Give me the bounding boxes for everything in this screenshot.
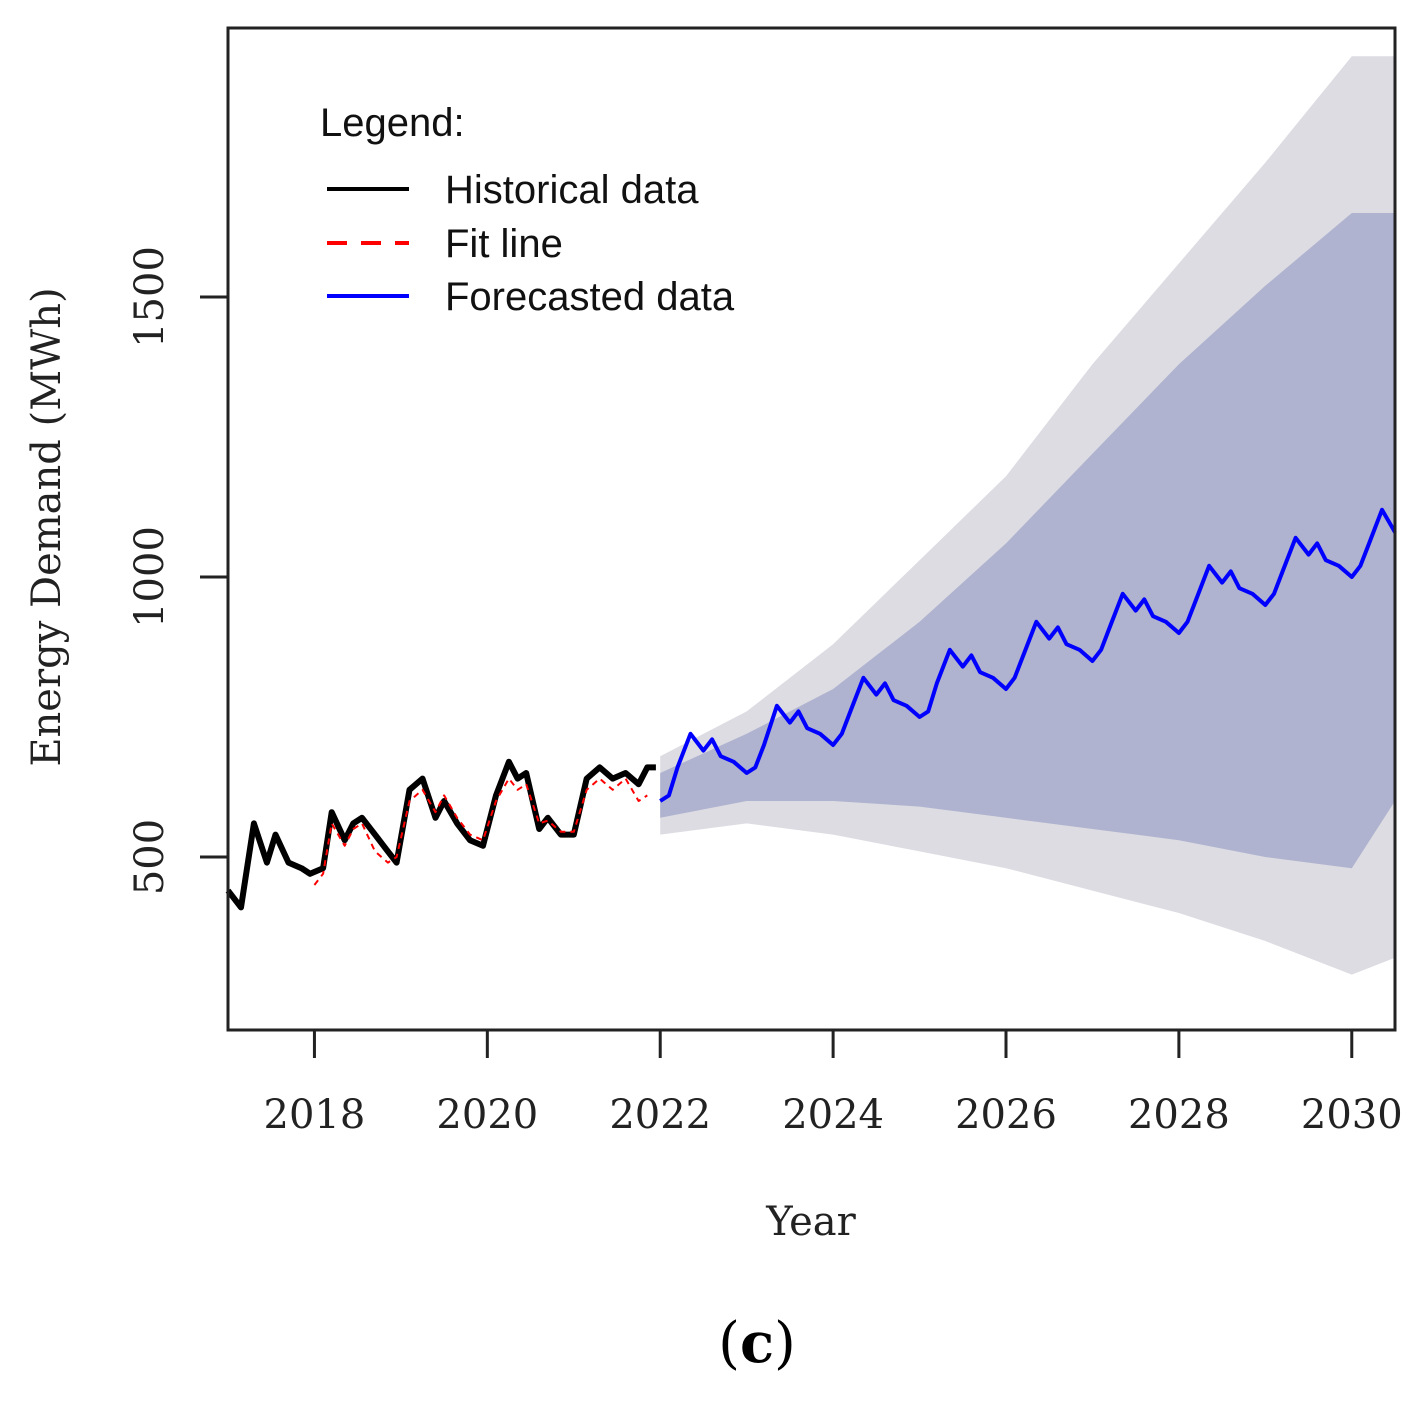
plot-frame — [226, 26, 1397, 1032]
legend: Legend: Historical data Fit line Forecas… — [320, 101, 735, 319]
series-line-fit — [313, 777, 648, 886]
x-axis-title: Year — [765, 1199, 856, 1245]
x-tick-label-2018: 2018 — [264, 1092, 366, 1138]
y-tick-label-1500: 1500 — [127, 246, 173, 348]
x-tick-label-2020: 2020 — [436, 1092, 538, 1138]
data-series — [225, 507, 1397, 911]
panel-label: (c) — [718, 1310, 796, 1376]
y-tick-label-500: 500 — [127, 819, 173, 895]
panel-label-letter: c — [740, 1310, 774, 1376]
legend-label-forecast: Forecasted data — [445, 275, 735, 319]
panel-label-close: ) — [774, 1311, 796, 1376]
prediction-bands — [660, 56, 1395, 975]
legend-label-fit: Fit line — [445, 222, 563, 266]
legend-entry-fit: Fit line — [327, 222, 563, 266]
legend-entry-historical: Historical data — [327, 168, 699, 212]
y-axis-title: Energy Demand (MWh) — [24, 287, 70, 766]
legend-label-historical: Historical data — [445, 168, 699, 212]
x-tick-label-2024: 2024 — [782, 1092, 884, 1138]
y-axis: 500 1000 1500 — [127, 246, 228, 895]
legend-title: Legend: — [320, 101, 465, 145]
x-tick-label-2028: 2028 — [1128, 1092, 1230, 1138]
x-tick-label-2030: 2030 — [1301, 1092, 1403, 1138]
legend-entry-forecast: Forecasted data — [327, 275, 735, 319]
series-line-historical — [225, 758, 656, 911]
y-tick-label-1000: 1000 — [127, 526, 173, 628]
x-tick-label-2022: 2022 — [609, 1092, 711, 1138]
x-tick-label-2026: 2026 — [955, 1092, 1057, 1138]
band-band80 — [660, 213, 1395, 869]
series-line-forecast — [659, 507, 1397, 803]
panel-label-open: ( — [718, 1311, 740, 1376]
x-axis: 2018 2020 2022 2024 2026 2028 2030 — [264, 1030, 1403, 1138]
